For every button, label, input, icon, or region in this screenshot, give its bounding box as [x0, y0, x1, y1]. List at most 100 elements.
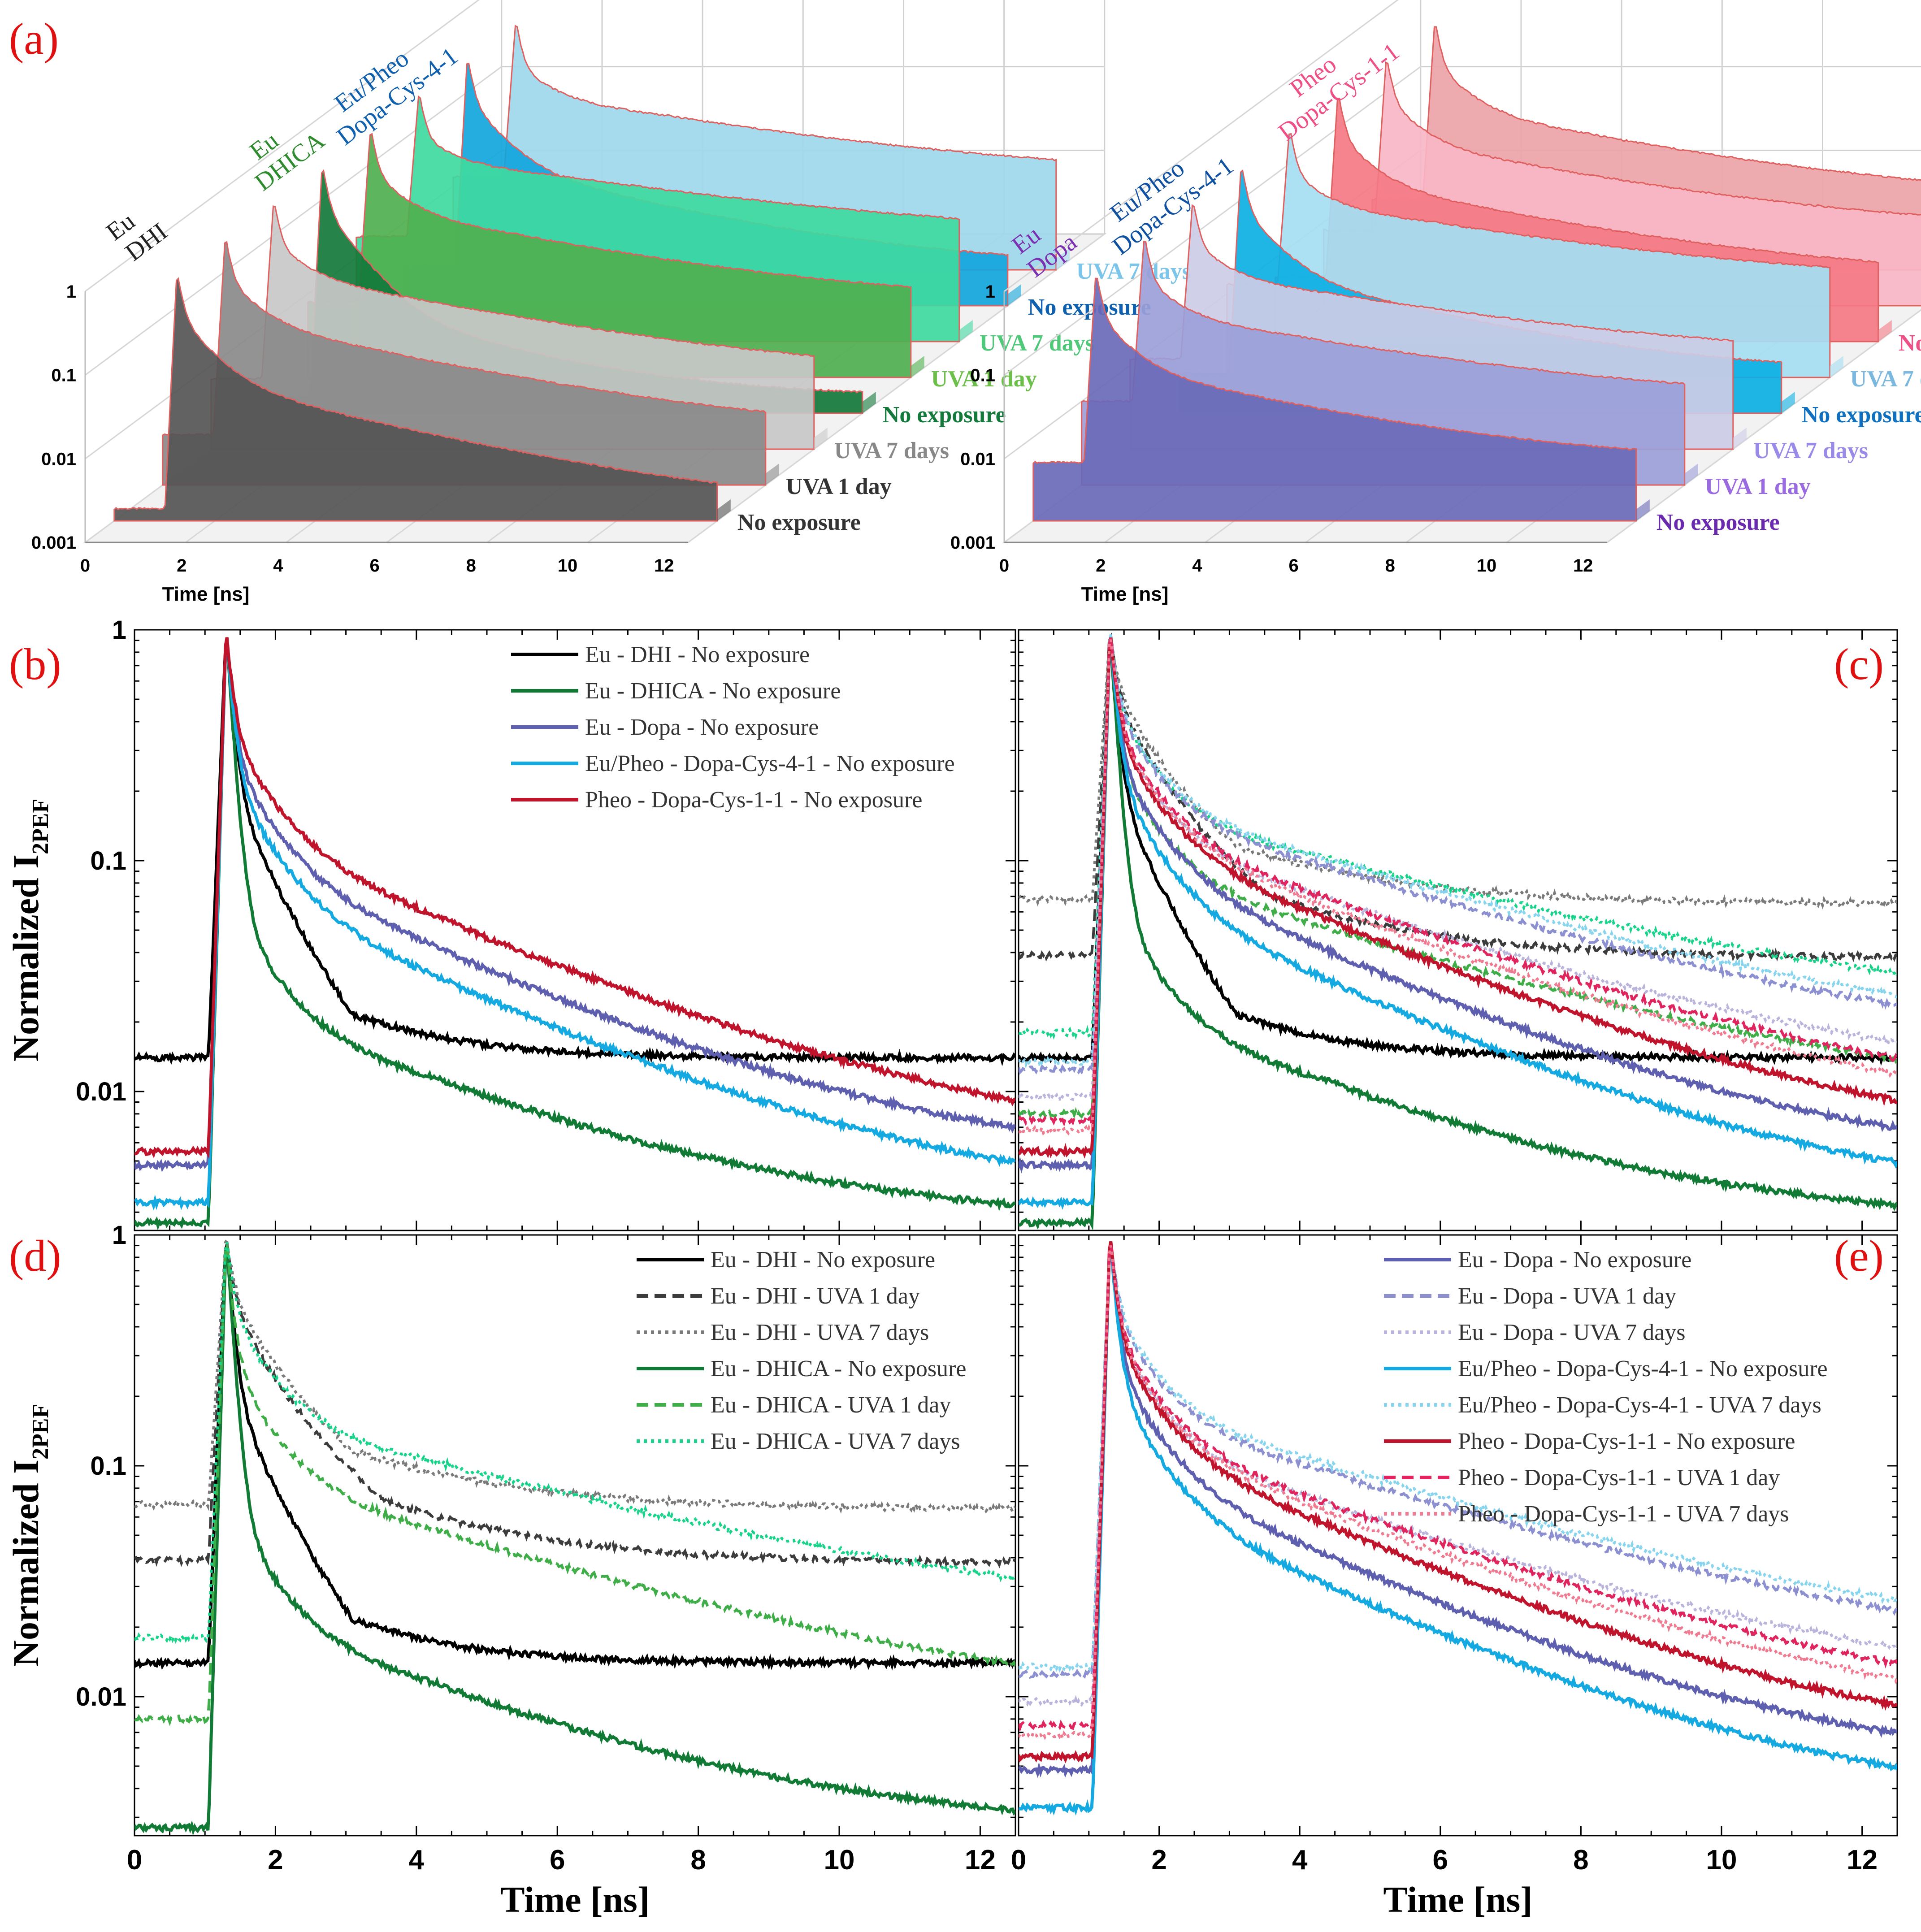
x-tick-label: 10 — [1477, 556, 1497, 576]
legend-label: Eu/Pheo - Dopa-Cys-4-1 - No exposure — [585, 751, 955, 776]
y-tick-label: 0.01 — [41, 449, 76, 469]
waterfall-edge — [765, 464, 779, 485]
x-tick-label: 8 — [466, 556, 476, 576]
panel-label-d: (d) — [9, 1231, 61, 1281]
series-line-eu-pheo-dopa-cys-4-1-uva-7-days — [1019, 634, 1897, 1069]
series-line-eu-dhica-uva-1-day — [1019, 641, 1897, 1121]
series-group-b — [134, 637, 1015, 1230]
series-label: UVA 7 days — [834, 438, 949, 464]
series-label: UVA 7 days — [1850, 366, 1921, 392]
x-tick-label: 10 — [558, 556, 578, 576]
legend-label: Pheo - Dopa-Cys-1-1 - UVA 7 days — [1458, 1501, 1789, 1527]
x-tick-label: 10 — [1706, 1845, 1737, 1876]
legend-label: Eu - Dopa - No exposure — [585, 715, 819, 740]
series-line-eu-dopa-uva-1-day — [1019, 1241, 1897, 1681]
plot-frame-c — [1018, 629, 1898, 1231]
legend-label: Pheo - Dopa-Cys-1-1 - No exposure — [1458, 1429, 1795, 1454]
legend-label: Eu - DHICA - UVA 1 day — [711, 1392, 951, 1418]
y-tick-label: 1 — [112, 615, 126, 645]
series-line-eu-pheo-dopa-cys-4-1-uva-7-days — [1019, 1242, 1897, 1674]
x-tick-label: 8 — [1573, 1845, 1588, 1876]
waterfall-edge — [1830, 356, 1843, 377]
x-tick-label: 0 — [1011, 1845, 1026, 1876]
waterfall-edge — [911, 356, 924, 377]
legend-label: Pheo - Dopa-Cys-1-1 - UVA 1 day — [1458, 1465, 1780, 1490]
series-group-c — [1019, 631, 1897, 1230]
x-tick-label: 4 — [1192, 556, 1202, 576]
legend-label: Eu - Dopa - No exposure — [1458, 1247, 1691, 1273]
grid-line — [1004, 66, 1421, 376]
x-tick-label: 8 — [1385, 556, 1395, 576]
series-line-eu-dhi-uva-7-days — [1019, 631, 1897, 910]
series-label: No exposure — [1028, 295, 1151, 320]
panel-label-a: (a) — [9, 14, 59, 64]
x-tick-label: 12 — [965, 1845, 996, 1876]
legend-label: Eu/Pheo - Dopa-Cys-4-1 - No exposure — [1458, 1356, 1828, 1382]
series-group-e — [1019, 1241, 1897, 1816]
waterfall-area-eu-dhi-no-exposure — [113, 277, 718, 522]
series-line-eu-pheo-dopa-cys-4-1-no-exposure — [1019, 642, 1897, 1210]
grid-line — [1607, 309, 1921, 543]
sample-label-eu-dhica: EuDHICA — [233, 104, 330, 196]
x-axis-label: Time [ns] — [1081, 583, 1169, 605]
series-line-eu-dhi-uva-7-days — [134, 1236, 1015, 1515]
series-label: UVA 7 days — [1076, 259, 1191, 284]
y-tick-label: 0.01 — [76, 1682, 126, 1711]
panel-label-c: (c) — [1834, 639, 1884, 689]
x-tick-label: 8 — [690, 1845, 706, 1876]
series-label: No exposure — [1899, 330, 1921, 356]
x-tick-label: 2 — [1096, 556, 1106, 576]
x-tick-label: 12 — [654, 556, 674, 576]
panel-a_left: UVA 7 days No exposure UVA 7 days UVA 1 day… — [9, 0, 1191, 605]
series-line-eu-dopa-no-exposure — [1019, 639, 1897, 1174]
series-line-pheo-dopa-cys-1-1-uva-7-days — [1019, 639, 1897, 1137]
legend-label: Eu/Pheo - Dopa-Cys-4-1 - UVA 7 days — [1458, 1392, 1821, 1418]
series-label: UVA 7 days — [980, 330, 1094, 356]
plot-frame-b — [134, 629, 1016, 1231]
series-label: UVA 7 days — [1753, 438, 1868, 464]
series-line-eu-dhica-uva-1-day — [134, 1244, 1015, 1726]
panel-b: 0.01 0.1 1 Normalized I2PEF Eu - DHI - No ex… — [5, 615, 1016, 1231]
x-tick-label: 2 — [177, 556, 186, 576]
x-tick-label: 4 — [273, 556, 283, 576]
plot-frame-d — [134, 1234, 1016, 1837]
y-tick-label: 0.1 — [90, 1451, 126, 1481]
y-tick-label: 0.1 — [970, 366, 995, 386]
x-tick-label: 6 — [1433, 1845, 1448, 1876]
legend-label: Eu - DHI - UVA 1 day — [711, 1283, 920, 1309]
waterfall-edge — [1733, 428, 1747, 449]
x-tick-label: 6 — [550, 1845, 565, 1876]
series-line-eu-dhica-no-exposure — [134, 640, 1015, 1230]
series-line-eu-pheo-dopa-cys-4-1-no-exposure — [134, 640, 1015, 1211]
legend-label: Eu - DHI - UVA 7 days — [711, 1320, 929, 1345]
y-tick-label: 0.001 — [950, 533, 995, 553]
y-tick-label: 0.01 — [960, 449, 995, 469]
sample-label-eu-pheo-dopa-cys-4-1: Eu/PheoDopa-Cys-4-1 — [315, 20, 464, 151]
waterfall-area-eu-dopa-no-exposure — [1032, 277, 1637, 522]
series-label: UVA 1 day — [931, 366, 1037, 392]
series-line-eu-dopa-uva-1-day — [1019, 635, 1897, 1076]
waterfall-edge — [814, 428, 828, 449]
x-tick-label: 4 — [1292, 1845, 1308, 1876]
series-line-pheo-dopa-cys-1-1-uva-1-day — [1019, 1244, 1897, 1732]
x-tick-label: 0 — [999, 556, 1009, 576]
y-tick-label: 1 — [985, 282, 995, 302]
y-axis-label: Normalized I2PEF — [5, 1404, 53, 1667]
waterfall-edge — [717, 499, 731, 521]
waterfall-edge — [1056, 248, 1070, 270]
y-tick-label: 0.001 — [31, 533, 76, 553]
waterfall-edge — [1781, 392, 1795, 413]
legend-label: Eu - DHICA - No exposure — [585, 678, 841, 704]
series-line-pheo-dopa-cys-1-1-no-exposure — [1019, 1241, 1897, 1763]
waterfall-edge — [1007, 284, 1021, 306]
y-tick-label: 0.01 — [76, 1077, 126, 1106]
x-tick-label: 6 — [1288, 556, 1298, 576]
x-tick-label: 10 — [824, 1845, 855, 1876]
grid-line — [85, 0, 480, 292]
sample-label-eu-dhi: EuDHI — [101, 195, 173, 269]
legend-label: Eu - DHICA - No exposure — [711, 1356, 966, 1382]
x-tick-label: 0 — [127, 1845, 142, 1876]
series-line-eu-dhica-uva-7-days — [134, 1242, 1015, 1646]
